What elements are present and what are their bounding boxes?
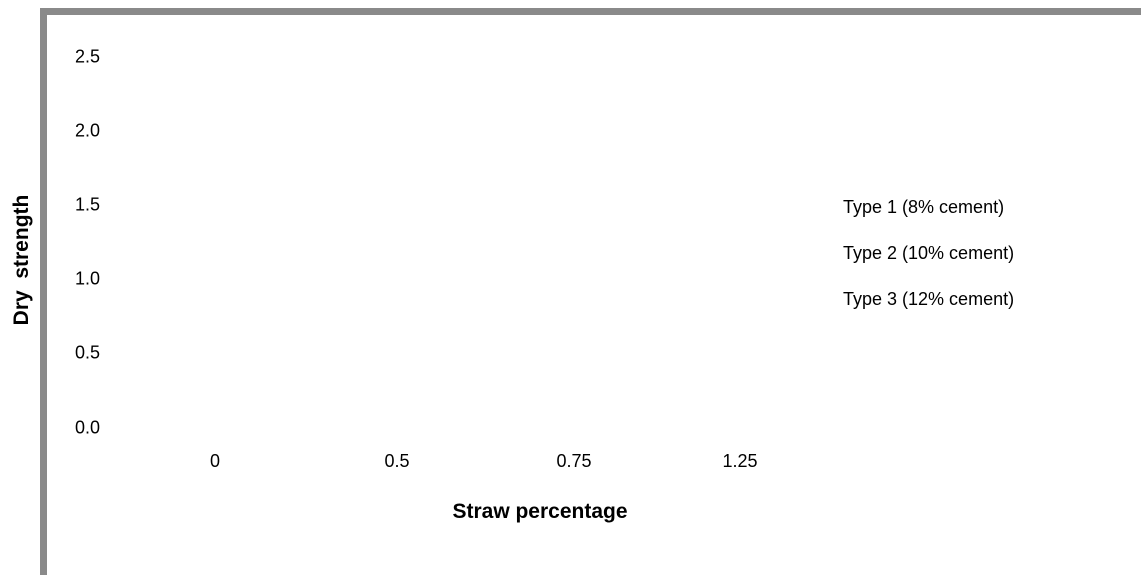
chart-frame — [40, 8, 1141, 575]
y-tick-label: 1.5 — [75, 194, 101, 215]
y-tick-label: 0.0 — [75, 417, 101, 438]
y-tick-label: 2.0 — [75, 120, 101, 141]
legend: Type 1 (8% cement) Type 2 (10% cement) T… — [843, 196, 1014, 334]
x-tick-label: 1.25 — [722, 451, 758, 471]
legend-entry-type-2: Type 2 (10% cement) — [843, 243, 1015, 263]
x-tick-label: 0 — [209, 451, 221, 471]
x-tick-label: 0.5 — [384, 451, 410, 471]
x-axis-label-text: Straw percentage — [452, 500, 628, 523]
y-tick-label: 2.5 — [75, 46, 101, 67]
x-tick-label: 0.75 — [556, 451, 592, 471]
y-axis-label: Dry strength — [10, 194, 33, 326]
legend-entry-type-3: Type 3 (12% cement) — [843, 289, 1015, 309]
y-tick-label: 1.0 — [75, 268, 101, 289]
legend-entry-type-1: Type 1 (8% cement) — [843, 197, 1005, 217]
y-tick-label: 0.5 — [75, 342, 101, 363]
